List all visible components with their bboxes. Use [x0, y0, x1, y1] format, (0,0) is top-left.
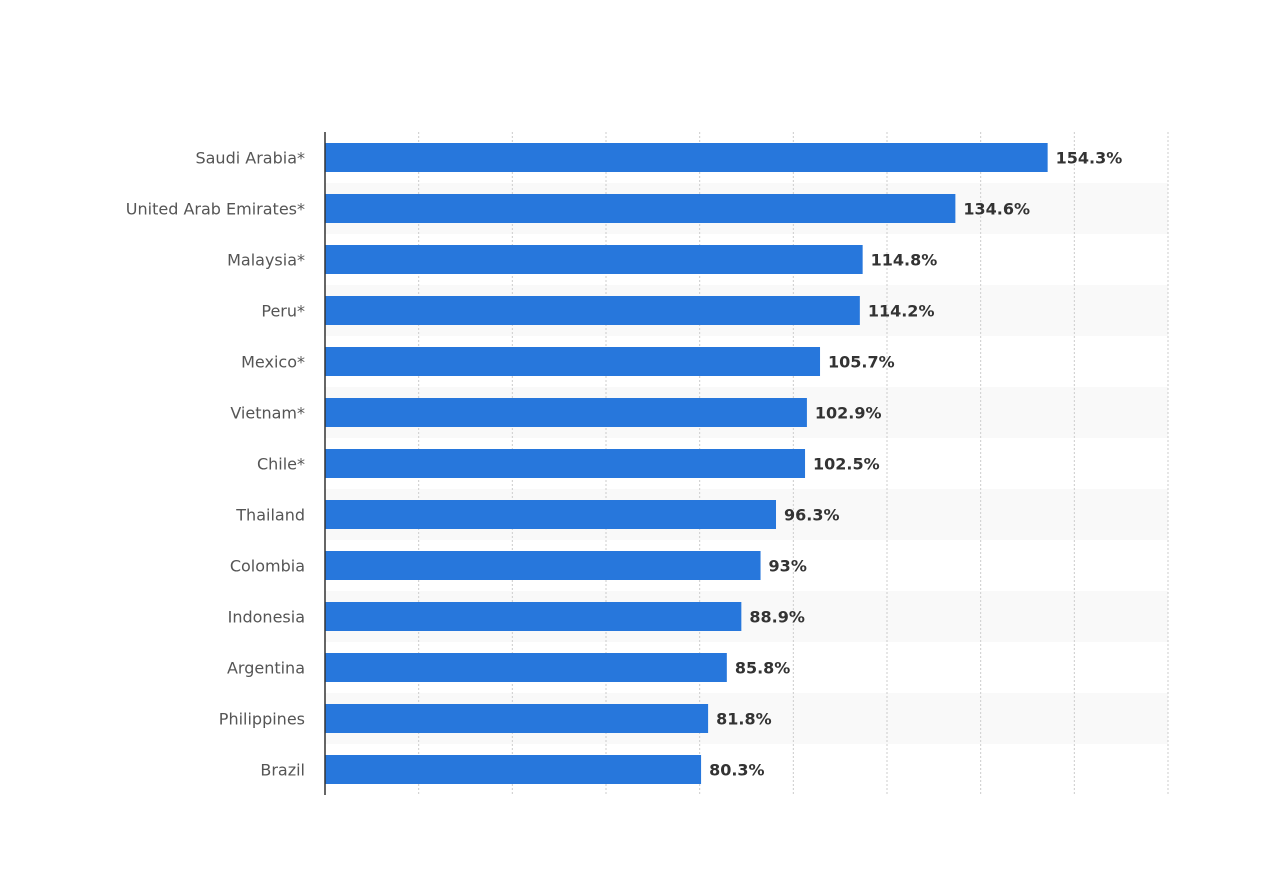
data-label: 154.3% [1056, 149, 1123, 168]
data-label: 81.8% [716, 710, 772, 729]
bar [325, 296, 860, 325]
bar [325, 194, 956, 223]
category-label: United Arab Emirates* [126, 200, 305, 219]
bar [325, 398, 807, 427]
bar [325, 347, 821, 376]
data-label: 88.9% [749, 608, 805, 627]
data-label: 93% [769, 557, 807, 576]
category-label: Colombia [230, 557, 305, 576]
data-label: 102.5% [813, 455, 880, 474]
data-label: 114.8% [871, 251, 938, 270]
category-label: Saudi Arabia* [195, 149, 305, 168]
bar [325, 755, 702, 784]
bar [325, 602, 742, 631]
data-label: 114.2% [868, 302, 935, 321]
category-label: Peru* [261, 302, 305, 321]
data-label: 85.8% [735, 659, 791, 678]
bar [325, 449, 806, 478]
bar [325, 500, 777, 529]
category-label: Philippines [219, 710, 305, 729]
category-label: Malaysia* [227, 251, 305, 270]
category-label: Indonesia [228, 608, 305, 627]
data-label: 102.9% [815, 404, 882, 423]
bar [325, 551, 761, 580]
bar [325, 653, 727, 682]
category-label: Argentina [227, 659, 305, 678]
data-label: 80.3% [709, 761, 765, 780]
bar [325, 704, 709, 733]
category-label: Chile* [257, 455, 305, 474]
bar [325, 245, 863, 274]
category-label: Vietnam* [230, 404, 305, 423]
category-label: Brazil [260, 761, 305, 780]
bar [325, 143, 1048, 172]
data-label: 105.7% [828, 353, 895, 372]
data-label: 134.6% [963, 200, 1030, 219]
category-label: Thailand [235, 506, 305, 525]
category-label: Mexico* [241, 353, 305, 372]
data-label: 96.3% [784, 506, 840, 525]
